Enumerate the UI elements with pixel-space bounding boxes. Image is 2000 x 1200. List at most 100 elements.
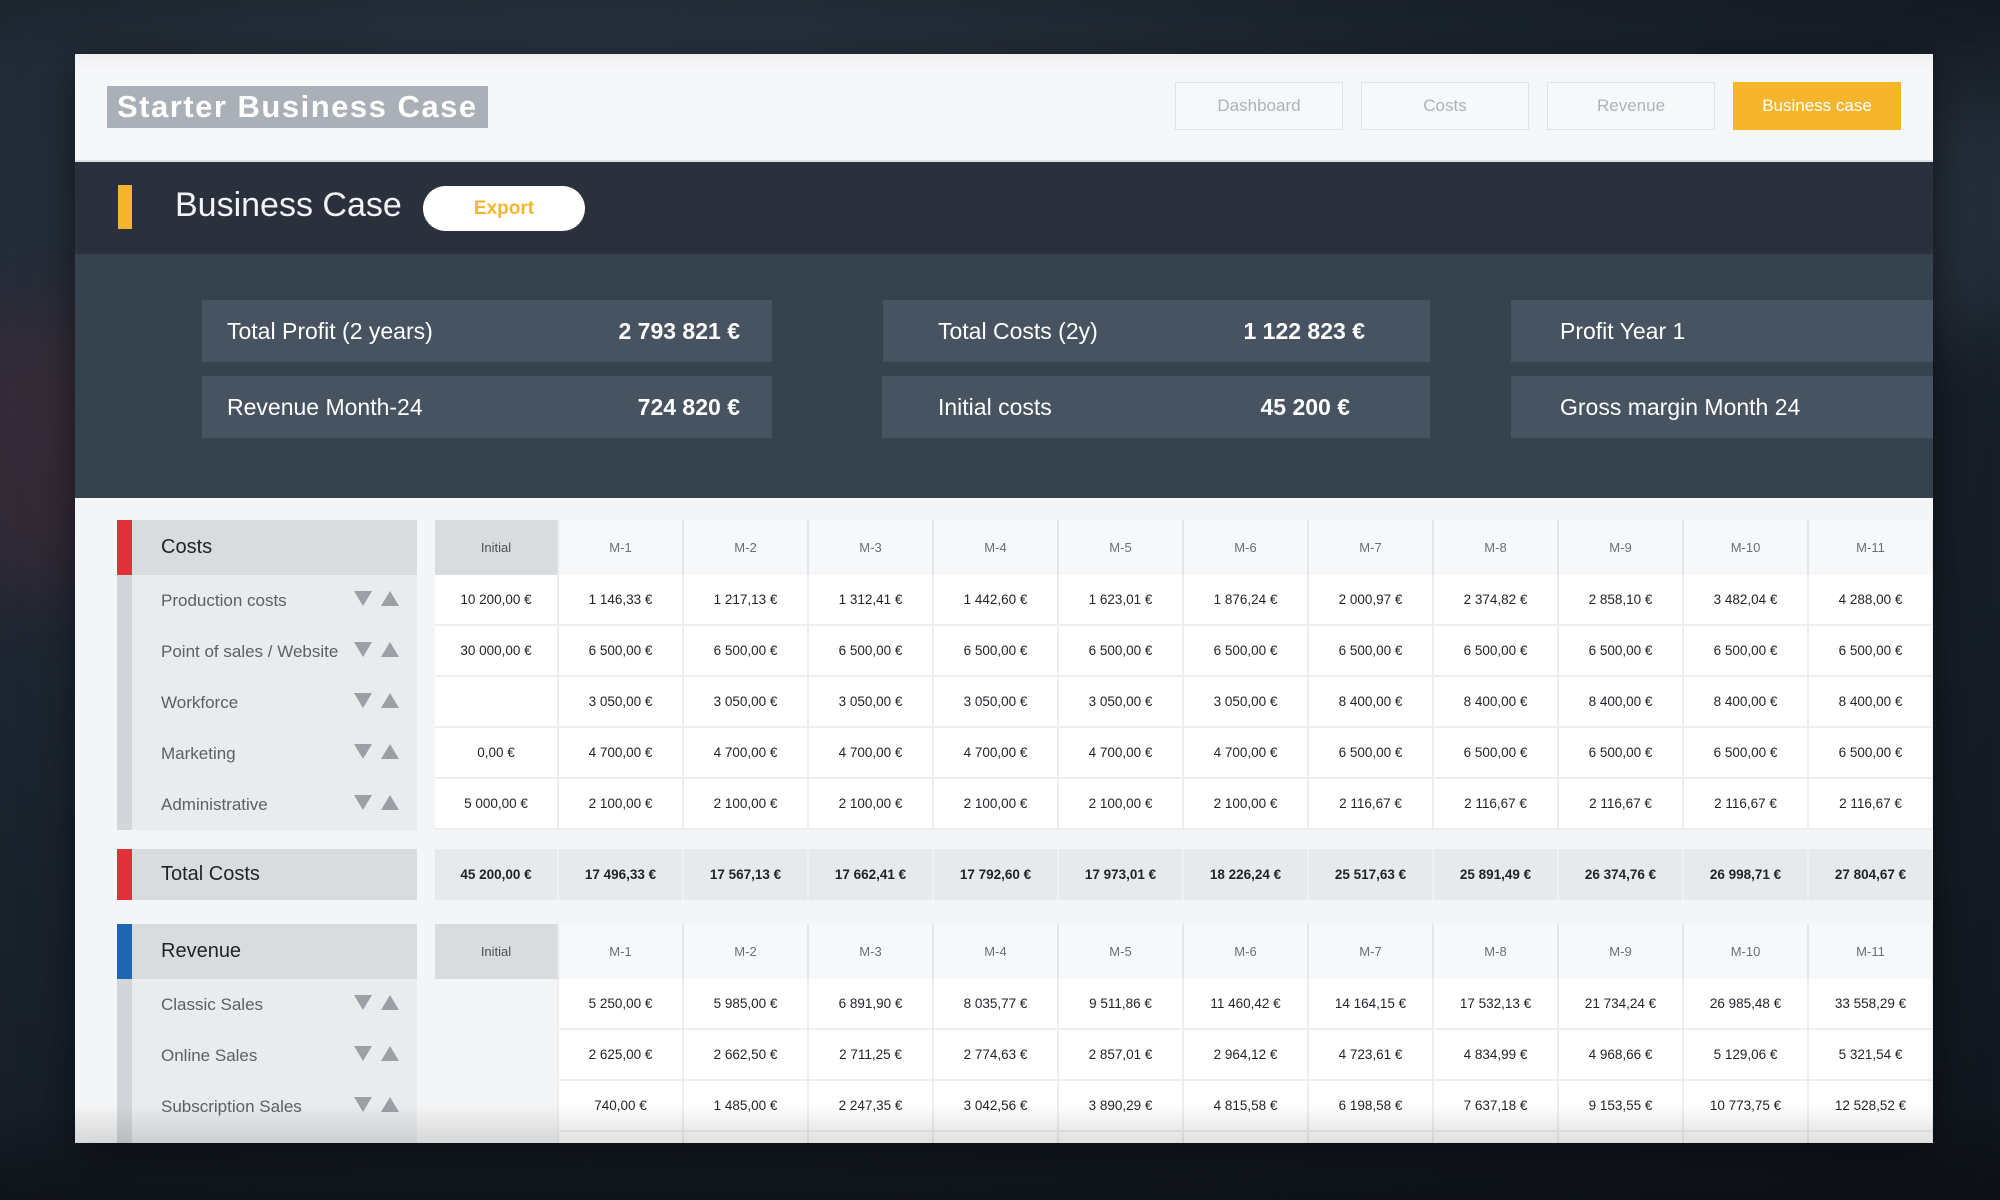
- table-cell[interactable]: 4 288,00 €: [1809, 575, 1933, 626]
- move-down-icon[interactable]: [354, 1046, 372, 1061]
- table-cell[interactable]: 2 000,97 €: [1309, 575, 1434, 626]
- table-cell[interactable]: [435, 677, 559, 728]
- table-cell-empty[interactable]: [559, 1132, 684, 1143]
- table-cell[interactable]: 1 146,33 €: [559, 575, 684, 626]
- table-cell[interactable]: 4 700,00 €: [809, 728, 934, 779]
- table-cell[interactable]: 3 890,29 €: [1059, 1081, 1184, 1132]
- table-cell[interactable]: 26 985,48 €: [1684, 979, 1809, 1030]
- table-cell[interactable]: 6 500,00 €: [1809, 728, 1933, 779]
- table-cell[interactable]: 5 321,54 €: [1809, 1030, 1933, 1081]
- table-cell[interactable]: 21 734,24 €: [1559, 979, 1684, 1030]
- table-cell[interactable]: 30 000,00 €: [435, 626, 559, 677]
- table-cell[interactable]: 1 485,00 €: [684, 1081, 809, 1132]
- table-cell[interactable]: 1 442,60 €: [934, 575, 1059, 626]
- move-down-icon[interactable]: [354, 1097, 372, 1112]
- table-cell-empty[interactable]: [1184, 1132, 1309, 1143]
- table-cell[interactable]: 2 116,67 €: [1809, 779, 1933, 830]
- table-cell[interactable]: 2 625,00 €: [559, 1030, 684, 1081]
- table-cell[interactable]: 3 042,56 €: [934, 1081, 1059, 1132]
- move-down-icon[interactable]: [354, 642, 372, 657]
- nav-business-case-button[interactable]: Business case: [1733, 82, 1901, 130]
- table-cell[interactable]: 6 500,00 €: [1434, 728, 1559, 779]
- table-cell[interactable]: 17 532,13 €: [1434, 979, 1559, 1030]
- table-cell[interactable]: 3 050,00 €: [559, 677, 684, 728]
- table-cell[interactable]: 5 000,00 €: [435, 779, 559, 830]
- table-cell[interactable]: 6 500,00 €: [1559, 626, 1684, 677]
- table-cell[interactable]: 2 374,82 €: [1434, 575, 1559, 626]
- table-cell[interactable]: 5 985,00 €: [684, 979, 809, 1030]
- table-cell[interactable]: 2 858,10 €: [1559, 575, 1684, 626]
- table-cell[interactable]: 7 637,18 €: [1434, 1081, 1559, 1132]
- table-cell-empty[interactable]: [809, 1132, 934, 1143]
- table-cell[interactable]: 3 050,00 €: [934, 677, 1059, 728]
- table-cell[interactable]: 8 400,00 €: [1809, 677, 1933, 728]
- table-cell[interactable]: 6 500,00 €: [684, 626, 809, 677]
- table-cell[interactable]: 2 774,63 €: [934, 1030, 1059, 1081]
- table-cell[interactable]: 6 891,90 €: [809, 979, 934, 1030]
- move-up-icon[interactable]: [381, 744, 399, 759]
- table-cell[interactable]: 6 198,58 €: [1309, 1081, 1434, 1132]
- table-cell[interactable]: 0,00 €: [435, 728, 559, 779]
- table-cell[interactable]: 6 500,00 €: [559, 626, 684, 677]
- move-up-icon[interactable]: [381, 1097, 399, 1112]
- table-cell[interactable]: 6 500,00 €: [1809, 626, 1933, 677]
- table-cell[interactable]: 4 968,66 €: [1559, 1030, 1684, 1081]
- table-cell[interactable]: 6 500,00 €: [1184, 626, 1309, 677]
- table-cell[interactable]: 2 116,67 €: [1434, 779, 1559, 830]
- table-cell[interactable]: 3 050,00 €: [809, 677, 934, 728]
- table-cell-empty[interactable]: [934, 1132, 1059, 1143]
- table-cell[interactable]: 2 100,00 €: [1059, 779, 1184, 830]
- table-cell-empty[interactable]: [1809, 1132, 1933, 1143]
- table-cell[interactable]: 2 857,01 €: [1059, 1030, 1184, 1081]
- table-cell[interactable]: 2 711,25 €: [809, 1030, 934, 1081]
- table-cell[interactable]: [435, 1081, 559, 1132]
- move-up-icon[interactable]: [381, 795, 399, 810]
- move-up-icon[interactable]: [381, 995, 399, 1010]
- table-cell[interactable]: 4 834,99 €: [1434, 1030, 1559, 1081]
- table-cell[interactable]: 1 876,24 €: [1184, 575, 1309, 626]
- table-cell[interactable]: 8 035,77 €: [934, 979, 1059, 1030]
- nav-dashboard-button[interactable]: Dashboard: [1175, 82, 1343, 130]
- table-cell[interactable]: 6 500,00 €: [934, 626, 1059, 677]
- table-cell[interactable]: 2 116,67 €: [1309, 779, 1434, 830]
- table-cell[interactable]: 6 500,00 €: [1309, 728, 1434, 779]
- table-cell[interactable]: 8 400,00 €: [1309, 677, 1434, 728]
- table-cell[interactable]: 2 100,00 €: [809, 779, 934, 830]
- table-cell-empty[interactable]: [1309, 1132, 1434, 1143]
- table-cell[interactable]: 2 964,12 €: [1184, 1030, 1309, 1081]
- table-cell[interactable]: 740,00 €: [559, 1081, 684, 1132]
- table-cell[interactable]: 9 153,55 €: [1559, 1081, 1684, 1132]
- table-cell[interactable]: 4 700,00 €: [559, 728, 684, 779]
- table-cell[interactable]: 2 100,00 €: [684, 779, 809, 830]
- table-cell[interactable]: 4 700,00 €: [684, 728, 809, 779]
- table-cell[interactable]: 2 247,35 €: [809, 1081, 934, 1132]
- table-cell[interactable]: 8 400,00 €: [1434, 677, 1559, 728]
- table-cell[interactable]: 3 050,00 €: [684, 677, 809, 728]
- move-down-icon[interactable]: [354, 744, 372, 759]
- table-cell[interactable]: 2 116,67 €: [1684, 779, 1809, 830]
- table-cell-empty[interactable]: [1684, 1132, 1809, 1143]
- move-down-icon[interactable]: [354, 795, 372, 810]
- move-down-icon[interactable]: [354, 995, 372, 1010]
- table-cell[interactable]: 6 500,00 €: [1684, 626, 1809, 677]
- move-down-icon[interactable]: [354, 693, 372, 708]
- table-cell[interactable]: 2 100,00 €: [559, 779, 684, 830]
- table-cell[interactable]: 10 200,00 €: [435, 575, 559, 626]
- table-cell[interactable]: 10 773,75 €: [1684, 1081, 1809, 1132]
- table-cell-empty[interactable]: [1434, 1132, 1559, 1143]
- table-cell[interactable]: 8 400,00 €: [1559, 677, 1684, 728]
- move-up-icon[interactable]: [381, 693, 399, 708]
- nav-revenue-button[interactable]: Revenue: [1547, 82, 1715, 130]
- table-cell[interactable]: 9 511,86 €: [1059, 979, 1184, 1030]
- table-cell[interactable]: 4 700,00 €: [1059, 728, 1184, 779]
- table-cell[interactable]: 6 500,00 €: [1559, 728, 1684, 779]
- table-cell[interactable]: 12 528,52 €: [1809, 1081, 1933, 1132]
- table-cell[interactable]: 4 700,00 €: [1184, 728, 1309, 779]
- table-cell[interactable]: 14 164,15 €: [1309, 979, 1434, 1030]
- table-cell-empty[interactable]: [435, 1132, 559, 1143]
- table-cell[interactable]: 1 217,13 €: [684, 575, 809, 626]
- move-up-icon[interactable]: [381, 1046, 399, 1061]
- table-cell[interactable]: 4 723,61 €: [1309, 1030, 1434, 1081]
- table-cell[interactable]: 6 500,00 €: [809, 626, 934, 677]
- table-cell[interactable]: 33 558,29 €: [1809, 979, 1933, 1030]
